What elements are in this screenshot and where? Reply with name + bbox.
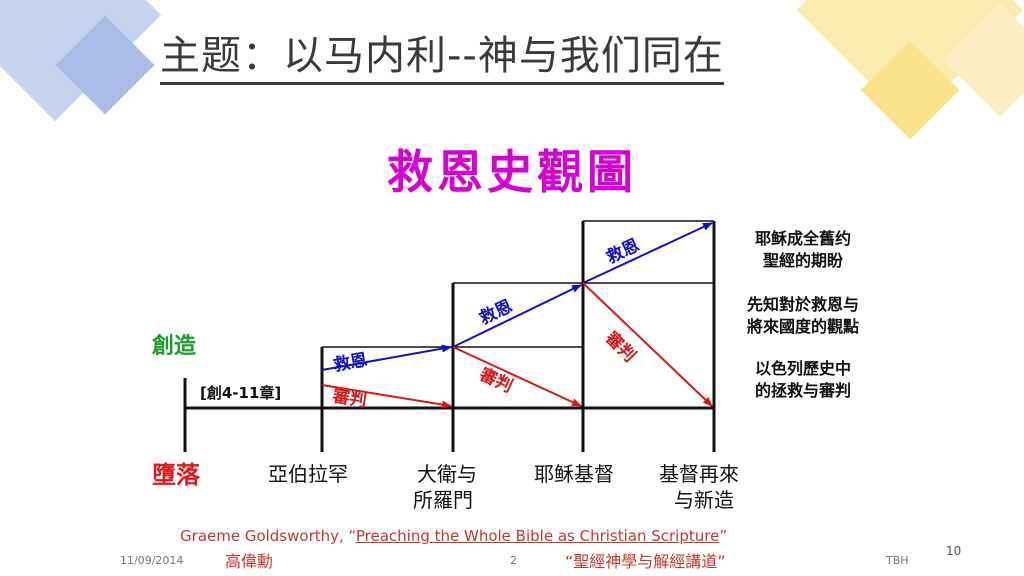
footer-date: 11/09/2014	[120, 554, 184, 567]
footer-slide-number: 2	[510, 554, 517, 567]
x-label-jesus: 耶稣基督	[534, 462, 614, 486]
footer-initials: TBH	[886, 554, 909, 567]
slide-title: 主题：以马内利--神与我们同在	[160, 30, 724, 85]
citation: Graeme Goldsworthy, “Preaching the Whole…	[180, 527, 727, 545]
side-note-1-line1: 耶稣成全舊约	[754, 229, 851, 248]
page-number: 10	[946, 544, 962, 558]
genesis-bracket-label: [創4-11章]	[200, 384, 282, 402]
x-label-abraham: 亞伯拉罕	[268, 462, 348, 486]
x-label-david-1: 大衛与	[417, 462, 477, 486]
judgment-arrow-1	[321, 384, 452, 409]
translator: 高偉勳	[225, 552, 274, 571]
citation-author: Graeme Goldsworthy, “	[180, 527, 356, 545]
side-note-2-line2: 將來國度的觀點	[746, 317, 859, 336]
diagram-title: 救恩史觀圖	[387, 145, 637, 199]
side-note-3-line1: 以色列歷史中	[754, 359, 851, 378]
creation-label: 創造	[152, 334, 197, 359]
side-note-2: 先知對於救恩与 將來國度的觀點	[728, 294, 878, 338]
salvation-arrow-2	[452, 284, 582, 348]
side-note-1: 耶稣成全舊约 聖經的期盼	[728, 228, 878, 272]
citation-title: Preaching the Whole Bible as Christian S…	[355, 527, 720, 545]
judgment-arrow-2	[452, 346, 582, 407]
side-note-2-line1: 先知對於救恩与	[746, 295, 859, 314]
salvation-arrow-3	[582, 222, 713, 284]
x-label-david-2: 所羅門	[413, 488, 473, 512]
side-note-3-line2: 的拯救与審判	[754, 381, 851, 400]
citation-end: ”	[719, 527, 728, 545]
side-note-3: 以色列歷史中 的拯救与審判	[728, 358, 878, 402]
translated-title: “聖經神學与解經講道”	[565, 552, 726, 571]
judgment-arrow-3	[582, 282, 713, 407]
x-label-return-2: 与新造	[674, 488, 734, 512]
judgment-label-1: 審判	[331, 386, 368, 412]
fall-label: 墮落	[152, 461, 200, 489]
salvation-arrow-1	[321, 344, 452, 371]
side-note-1-line2: 聖經的期盼	[762, 251, 843, 270]
x-label-return-1: 基督再來	[659, 462, 739, 486]
